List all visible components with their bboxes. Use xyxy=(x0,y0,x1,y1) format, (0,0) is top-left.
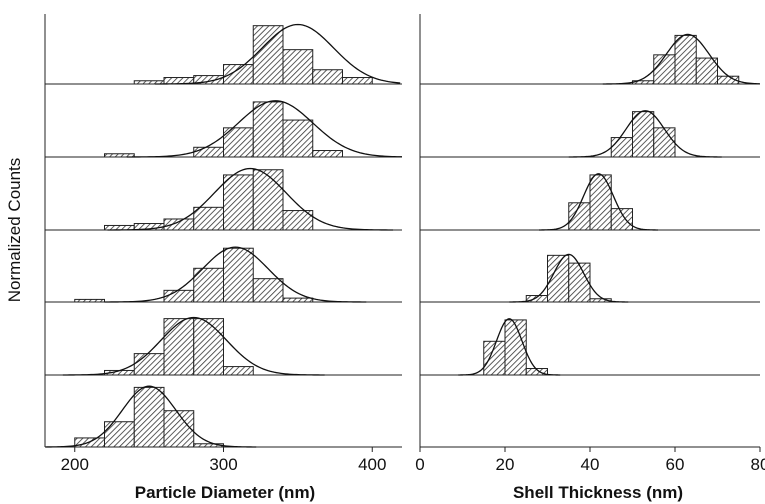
shell-bar xyxy=(674,34,697,85)
right-x-axis-title: Shell Thickness (nm) xyxy=(513,483,683,502)
shell-bar xyxy=(568,262,591,303)
shell-fit-curve xyxy=(539,173,658,231)
diameter-bar xyxy=(163,218,195,231)
shell-bar xyxy=(589,298,612,303)
shell-fit-curve xyxy=(509,253,629,303)
shell-bar xyxy=(610,137,633,158)
diameter-bar xyxy=(133,353,165,376)
shell-bar xyxy=(610,208,633,231)
diameter-bar xyxy=(282,297,314,303)
diameter-bar xyxy=(252,278,284,303)
shell-bar xyxy=(632,111,655,158)
diameter-bar xyxy=(223,366,254,376)
left-x-ticks: 200 300 400 xyxy=(61,447,386,474)
diameter-bar xyxy=(282,119,314,158)
diameter-bar xyxy=(193,206,224,231)
diameter-tick-label: 300 xyxy=(209,455,237,474)
diameter-fit-curve xyxy=(155,23,401,85)
shell-bar xyxy=(695,57,718,85)
diameter-fit-curve xyxy=(45,385,257,448)
shell-tick-label: 0 xyxy=(415,455,424,474)
shell-fit-curve xyxy=(602,33,761,85)
diameter-bar xyxy=(252,101,284,158)
shell-bar xyxy=(525,368,548,376)
shell-fit-curve xyxy=(568,110,722,158)
diameter-bar xyxy=(223,127,254,158)
diameter-tick-label: 400 xyxy=(358,455,386,474)
diameter-bar xyxy=(193,318,224,376)
left-x-axis-title: Particle Diameter (nm) xyxy=(135,483,315,502)
right-x-ticks: 0 20 40 60 80 xyxy=(415,447,765,474)
diameter-fit-curve xyxy=(104,246,367,303)
diameter-bar xyxy=(223,247,254,303)
diameter-tick-label: 200 xyxy=(61,455,89,474)
diameter-bar xyxy=(252,169,284,231)
diameter-fit-curve xyxy=(126,100,403,158)
particle-diameter-panel: 200 300 400 Particle Diameter (nm) xyxy=(44,14,403,502)
shell-bar xyxy=(504,319,527,376)
diameter-bar xyxy=(223,64,254,85)
diameter-bar xyxy=(163,318,195,376)
diameter-bar xyxy=(74,298,105,303)
diameter-bar xyxy=(223,174,254,231)
diameter-bar xyxy=(104,421,135,448)
shell-thickness-panel: 0 20 40 60 80 Shell Thickness (nm) xyxy=(415,14,765,502)
shell-bar xyxy=(653,127,676,158)
diameter-bar xyxy=(282,210,314,231)
diameter-fit-curve xyxy=(107,167,394,231)
y-axis-title: Normalized Counts xyxy=(5,158,24,303)
shell-bar xyxy=(653,54,676,85)
diameter-bar xyxy=(104,153,135,158)
diameter-bar xyxy=(193,146,224,158)
right-histogram-marks xyxy=(420,33,761,448)
diameter-bar xyxy=(163,289,195,303)
diameter-bar xyxy=(252,25,284,85)
diameter-bar xyxy=(312,69,343,85)
diameter-bar xyxy=(312,150,343,158)
diameter-bar xyxy=(342,77,373,85)
shell-fit-curve xyxy=(458,318,561,376)
shell-tick-label: 80 xyxy=(751,455,765,474)
diameter-fit-curve xyxy=(62,316,325,376)
diameter-bar xyxy=(133,386,165,448)
diameter-bar xyxy=(163,410,195,448)
diameter-bar xyxy=(282,49,314,85)
left-histogram-marks xyxy=(45,23,403,448)
shell-tick-label: 60 xyxy=(666,455,685,474)
shell-tick-label: 20 xyxy=(496,455,515,474)
shell-tick-label: 40 xyxy=(581,455,600,474)
